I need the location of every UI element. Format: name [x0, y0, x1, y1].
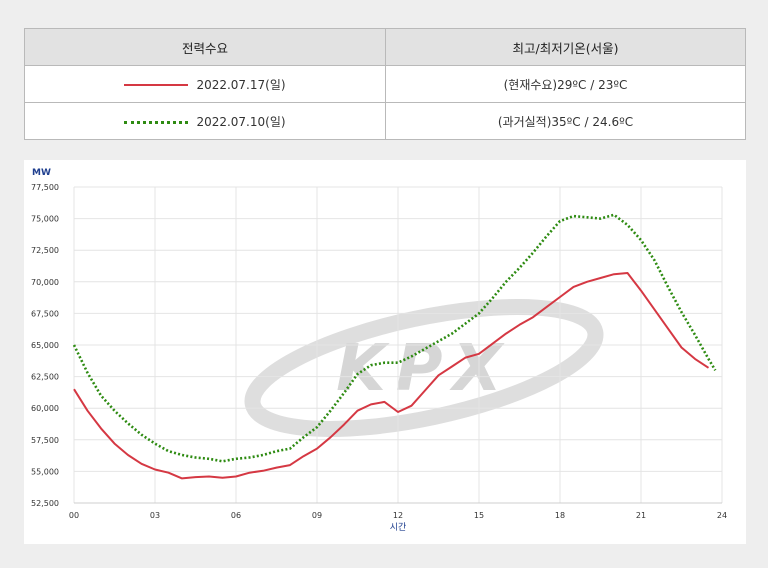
y-tick-label: 75,000: [31, 215, 59, 224]
x-tick-label: 06: [231, 511, 241, 520]
x-tick-label: 21: [636, 511, 646, 520]
y-axis-ticks: 52,500 55,000 57,500 60,000 62,500 65,000 67,5…: [31, 183, 59, 508]
x-tick-label: 03: [150, 511, 160, 520]
y-tick-label: 60,000: [31, 404, 59, 413]
y-tick-label: 70,000: [31, 278, 59, 287]
legend-date-current: 2022.07.17(일): [196, 77, 286, 92]
legend-temp-current: (현재수요)29ºC / 23ºC: [385, 65, 746, 103]
legend-series-cell: 2022.07.10(일): [24, 102, 386, 140]
y-tick-label: 65,000: [31, 341, 59, 350]
x-tick-label: 00: [69, 511, 79, 520]
x-tick-label: 12: [393, 511, 403, 520]
demand-line-chart: KPX 52,500 55,000 57,500 60,000 62,500 65,000…: [31, 168, 727, 533]
legend-header-row: 전력수요 최고/최저기온(서울): [24, 28, 746, 66]
grid-lines: [73, 186, 723, 504]
watermark-kpx: KPX: [336, 332, 512, 406]
x-tick-label: 24: [717, 511, 727, 520]
y-tick-label: 52,500: [31, 499, 59, 508]
x-tick-label: 18: [555, 511, 565, 520]
y-tick-label: 72,500: [31, 246, 59, 255]
dotted-line-swatch-icon: [124, 120, 189, 124]
y-tick-label: 57,500: [31, 436, 59, 445]
watermark-logo: KPX: [244, 299, 604, 437]
legend-series-cell: 2022.07.17(일): [24, 65, 386, 103]
y-tick-label: 55,000: [31, 467, 59, 476]
x-axis-ticks: 00 03 06 09 12 15 18 21 24: [69, 511, 727, 520]
y-tick-label: 67,500: [31, 309, 59, 318]
legend-date-past: 2022.07.10(일): [196, 114, 286, 129]
y-tick-label: 62,500: [31, 373, 59, 382]
legend-table: 전력수요 최고/최저기온(서울) 2022.07.17(일) (현재수요)29º…: [24, 28, 746, 140]
legend-header-series: 전력수요: [24, 28, 386, 66]
solid-line-swatch-icon: [124, 84, 189, 86]
legend-temp-past: (과거실적)35ºC / 24.6ºC: [385, 102, 746, 140]
series-line-current: [73, 272, 710, 480]
y-tick-label: 77,500: [31, 183, 59, 192]
legend-row-current: 2022.07.17(일) (현재수요)29ºC / 23ºC: [24, 65, 746, 103]
x-tick-label: 15: [474, 511, 484, 520]
x-tick-label: 09: [312, 511, 322, 520]
y-axis-title: MW: [32, 168, 51, 178]
legend-row-past: 2022.07.10(일) (과거실적)35ºC / 24.6ºC: [24, 102, 746, 140]
chart-panel: KPX 52,500 55,000 57,500 60,000 62,500 65,000…: [24, 160, 746, 544]
series-lines: [72, 213, 717, 480]
x-axis-title: 시간: [390, 522, 407, 533]
legend-header-temperature: 최고/최저기온(서울): [385, 28, 746, 66]
